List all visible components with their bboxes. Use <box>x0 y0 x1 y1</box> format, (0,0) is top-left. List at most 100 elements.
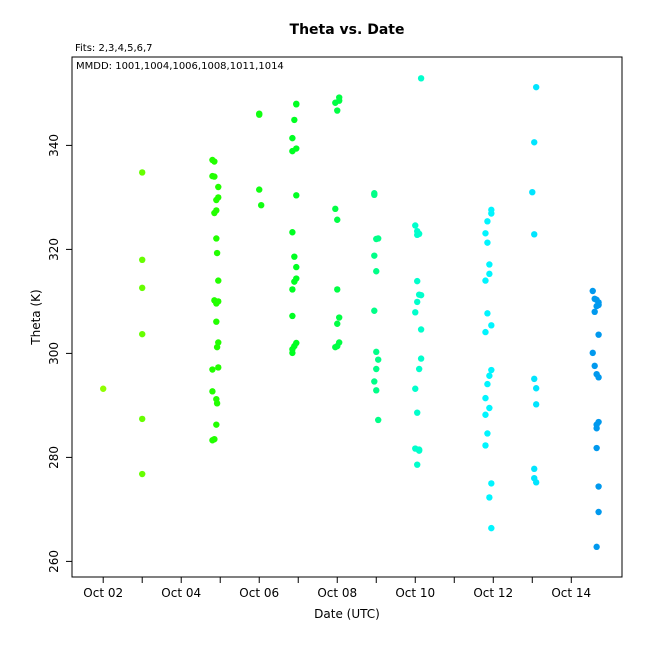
data-point <box>375 416 382 424</box>
data-point <box>215 298 222 305</box>
data-point <box>289 147 296 155</box>
data-point <box>488 480 495 487</box>
data-point <box>593 543 600 551</box>
data-point <box>482 442 489 449</box>
data-point <box>289 349 296 357</box>
data-point <box>215 277 222 284</box>
data-point <box>375 356 382 363</box>
data-point <box>334 286 341 293</box>
data-point <box>209 388 216 395</box>
data-point <box>532 83 540 91</box>
plot-frame <box>71 56 623 578</box>
data-point <box>289 312 296 320</box>
data-point <box>373 387 380 394</box>
data-point <box>289 229 296 236</box>
data-points <box>100 75 602 551</box>
data-point <box>293 263 300 271</box>
y-tick-label: 300 <box>47 342 61 365</box>
data-point <box>139 330 146 338</box>
data-point <box>591 362 598 370</box>
y-tick-label: 340 <box>47 134 61 157</box>
data-point <box>139 284 146 292</box>
x-tick-label: Oct 02 <box>83 586 123 600</box>
mmdd-subtitle: MMDD: 1001,1004,1006,1008,1011,1014 <box>76 61 284 72</box>
data-point <box>289 134 296 142</box>
data-point <box>213 249 221 257</box>
data-point <box>589 287 596 295</box>
data-point <box>412 222 419 229</box>
data-point <box>529 189 536 196</box>
data-point <box>373 235 380 243</box>
data-point <box>595 483 602 490</box>
data-point <box>417 326 425 333</box>
data-point <box>371 191 378 198</box>
data-point <box>531 465 538 473</box>
data-point <box>373 365 380 373</box>
data-point <box>257 202 265 209</box>
data-point <box>414 409 421 416</box>
data-point <box>531 375 538 383</box>
data-point <box>373 268 380 275</box>
data-point <box>291 253 298 260</box>
data-point <box>593 425 600 432</box>
data-point <box>332 343 339 351</box>
data-point <box>417 75 425 82</box>
x-tick-label: Oct 14 <box>551 586 591 600</box>
data-point <box>488 524 495 532</box>
data-point <box>293 192 300 199</box>
data-point <box>373 348 380 356</box>
data-point <box>215 183 222 191</box>
data-point <box>417 355 425 362</box>
data-point <box>484 218 491 225</box>
data-point <box>484 239 491 246</box>
data-point <box>139 470 146 478</box>
data-point <box>488 210 495 217</box>
x-axis: Oct 02 Oct 04 Oct 06 Oct 08 Oct 10 Oct 12 Oct … <box>83 577 591 600</box>
data-point <box>415 365 423 373</box>
data-point <box>484 380 491 388</box>
x-tick-label: Oct 04 <box>161 586 201 600</box>
x-axis-label: Date (UTC) <box>314 607 380 621</box>
data-point <box>293 100 300 108</box>
fits-subtitle: Fits: 2,3,4,5,6,7 <box>75 43 153 54</box>
x-tick-label: Oct 12 <box>473 586 513 600</box>
data-point <box>215 364 222 371</box>
data-point <box>482 411 489 418</box>
data-point <box>211 209 218 217</box>
data-point <box>412 309 419 316</box>
data-point <box>334 320 341 327</box>
data-point <box>531 231 538 238</box>
data-point <box>256 186 263 193</box>
data-point <box>486 404 493 412</box>
y-tick-label: 280 <box>47 446 61 469</box>
data-point <box>213 196 220 204</box>
data-point <box>484 310 491 317</box>
data-point <box>289 286 296 293</box>
data-point <box>100 385 107 392</box>
y-axis: 260 280 300 320 340 <box>47 134 72 573</box>
data-point <box>486 270 493 278</box>
data-point <box>371 307 378 314</box>
data-point <box>213 235 220 242</box>
data-point <box>209 366 216 373</box>
data-point <box>139 256 146 263</box>
data-point <box>414 298 421 306</box>
data-point <box>414 461 421 468</box>
data-point <box>412 385 419 392</box>
data-point <box>595 374 602 381</box>
data-point <box>595 331 602 338</box>
data-point <box>595 508 602 516</box>
data-point <box>211 158 218 165</box>
data-point <box>139 415 146 423</box>
data-point <box>335 314 343 321</box>
chart-title: Theta vs. Date <box>290 22 405 38</box>
data-point <box>532 385 540 392</box>
data-point <box>209 437 216 444</box>
data-point <box>591 308 598 315</box>
data-point <box>593 302 600 310</box>
data-point <box>531 139 538 146</box>
data-point <box>291 116 298 124</box>
y-tick-label: 320 <box>47 238 61 261</box>
data-point <box>482 230 489 237</box>
